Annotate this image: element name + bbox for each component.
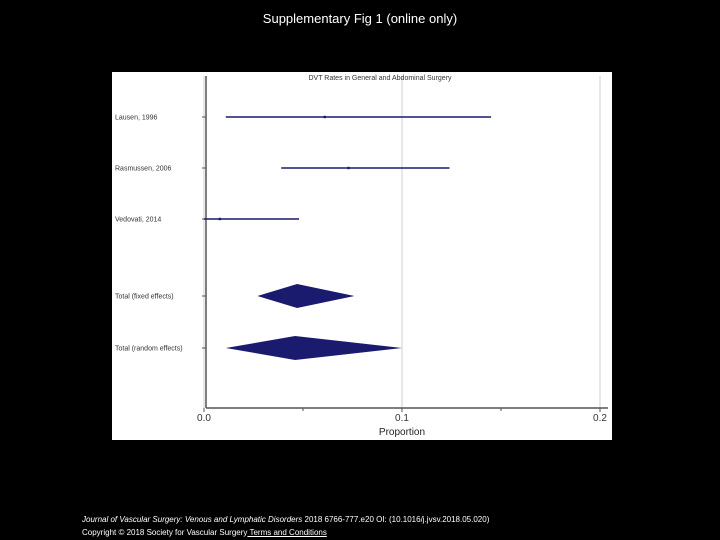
pooled-diamond [225,336,402,360]
citation-details: 2018 6766-777.e20 OI: (10.1016/j.jvsv.20… [302,515,490,524]
x-tick-label: 0.1 [395,413,409,424]
citation-line-1: Journal of Vascular Surgery: Venous and … [82,513,489,526]
slide-title: Supplementary Fig 1 (online only) [262,11,458,26]
citation: Journal of Vascular Surgery: Venous and … [82,513,489,539]
chart-title: DVT Rates in General and Abdominal Surge… [308,75,452,82]
forest-plot: DVT Rates in General and Abdominal Surge… [115,75,608,438]
row-label: Total (fixed effects) [115,294,174,301]
point-estimate [218,217,222,221]
row-label: Vedovati, 2014 [115,217,161,224]
point-estimate [347,166,350,170]
row-label: Total (random effects) [115,346,183,353]
journal-name: Journal of Vascular Surgery: Venous and … [82,515,303,524]
x-tick-label: 0.2 [593,413,607,424]
row-label: Rasmussen, 2006 [115,166,172,173]
forest-plot-figure: DVT Rates in General and Abdominal Surge… [112,72,612,440]
copyright-text: Copyright © 2018 Society for Vascular Su… [82,528,248,537]
x-tick-label: 0.0 [197,413,211,424]
row-label: Lausen, 1996 [115,115,158,122]
terms-link[interactable]: Terms and Conditions [247,528,327,537]
x-axis-label: Proportion [379,427,425,438]
pooled-diamond [257,284,355,308]
citation-line-2: Copyright © 2018 Society for Vascular Su… [82,526,489,539]
point-estimate [323,115,326,119]
